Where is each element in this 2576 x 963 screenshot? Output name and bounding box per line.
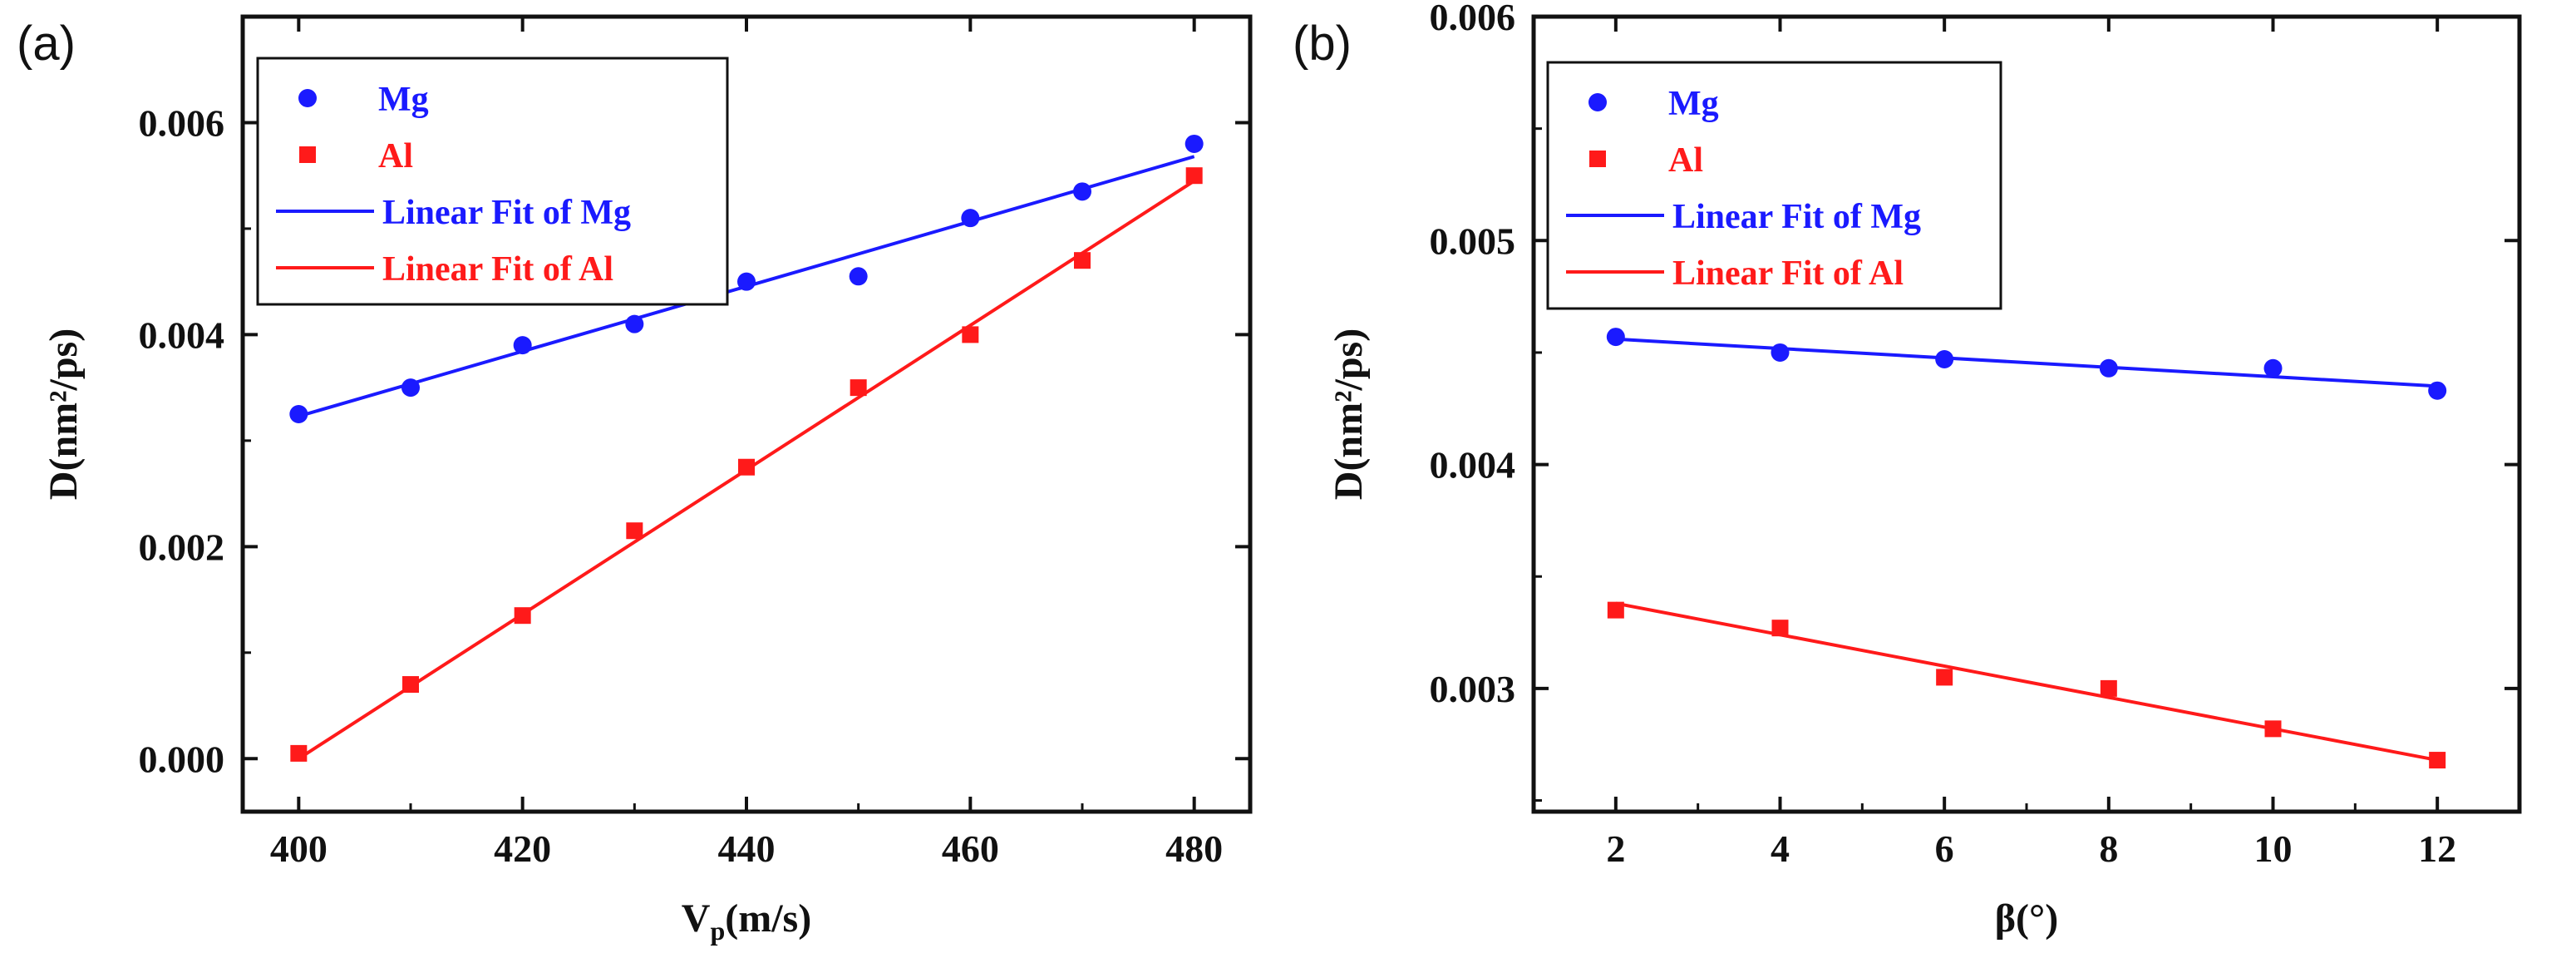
x-tick-label: 420 bbox=[494, 827, 551, 870]
legend-label: Mg bbox=[1668, 85, 1719, 123]
legend-marker bbox=[1589, 151, 1606, 167]
data-point-al bbox=[850, 379, 867, 397]
legend-label: Linear Fit of Mg bbox=[382, 194, 631, 232]
data-point-mg bbox=[849, 267, 868, 286]
data-point-mg bbox=[1935, 350, 1954, 369]
data-point-al bbox=[2429, 752, 2446, 769]
legend-box bbox=[1546, 61, 2002, 310]
y-tick-label: 0.006 bbox=[139, 101, 225, 144]
fit-line-linear-fit-of-al bbox=[1615, 601, 2438, 763]
x-tick-label: 460 bbox=[942, 827, 999, 870]
x-tick-label: 2 bbox=[1606, 827, 1625, 870]
x-tick-label: 10 bbox=[2254, 827, 2293, 870]
data-point-al bbox=[1074, 252, 1091, 269]
x-tick-label: 6 bbox=[1935, 827, 1954, 870]
data-point-mg bbox=[2428, 381, 2447, 400]
y-tick-label: 0.000 bbox=[139, 738, 225, 780]
legend-marker bbox=[298, 89, 317, 107]
x-axis-title: β(°) bbox=[1995, 896, 2058, 941]
legend-label: Al bbox=[378, 137, 413, 175]
y-tick-label: 0.003 bbox=[1430, 668, 1516, 710]
x-tick-label: 4 bbox=[1771, 827, 1790, 870]
data-point-al bbox=[2100, 679, 2117, 697]
data-point-al bbox=[626, 522, 643, 540]
data-point-al bbox=[1771, 620, 1789, 637]
data-point-mg bbox=[737, 272, 756, 291]
y-axis-title: D(nm²/ps) bbox=[42, 328, 86, 500]
x-tick-label: 8 bbox=[2099, 827, 2118, 870]
legend-label: Mg bbox=[378, 81, 429, 119]
data-point-mg bbox=[2263, 358, 2283, 378]
x-tick-label: 440 bbox=[718, 827, 776, 870]
legend-label: Linear Fit of Mg bbox=[1672, 198, 1921, 236]
y-tick-label: 0.004 bbox=[1430, 444, 1516, 486]
data-point-mg bbox=[1185, 134, 1204, 153]
y-axis-title: D(nm²/ps) bbox=[1327, 328, 1371, 500]
fit-line-linear-fit-of-mg bbox=[1615, 337, 2438, 388]
panel-label: (a) bbox=[17, 17, 76, 71]
data-point-al bbox=[290, 744, 308, 762]
data-point-al bbox=[1607, 601, 1624, 619]
data-point-al bbox=[738, 458, 755, 476]
legend-box bbox=[256, 57, 729, 306]
legend-marker bbox=[1588, 93, 1607, 111]
data-point-mg bbox=[2099, 358, 2118, 378]
data-point-mg bbox=[289, 405, 308, 423]
data-point-al bbox=[1936, 669, 1953, 686]
y-tick-label: 0.006 bbox=[1430, 0, 1516, 38]
y-tick-label: 0.005 bbox=[1430, 220, 1516, 262]
x-tick-label: 480 bbox=[1165, 827, 1223, 870]
legend-label: Linear Fit of Al bbox=[382, 250, 613, 289]
x-tick-label: 12 bbox=[2418, 827, 2456, 870]
data-point-al bbox=[962, 326, 979, 343]
data-point-al bbox=[1185, 167, 1203, 185]
data-point-mg bbox=[401, 378, 420, 398]
data-point-mg bbox=[1606, 328, 1625, 347]
legend-label: Al bbox=[1668, 141, 1703, 180]
data-point-al bbox=[2264, 720, 2282, 738]
panel-label: (b) bbox=[1293, 17, 1352, 71]
data-point-mg bbox=[961, 209, 980, 228]
x-tick-label: 400 bbox=[270, 827, 328, 870]
data-point-mg bbox=[1771, 343, 1790, 362]
panel-a: (a) 400 420 440 460 4800.0000.0020.0040.006 … bbox=[17, 14, 1253, 946]
y-tick-label: 0.004 bbox=[139, 314, 225, 356]
data-point-mg bbox=[1073, 182, 1091, 201]
data-point-al bbox=[402, 676, 419, 694]
y-tick-label: 0.002 bbox=[139, 526, 225, 568]
legend-marker bbox=[299, 146, 316, 163]
legend-label: Linear Fit of Al bbox=[1672, 254, 1904, 293]
x-axis-title: Vp(m/s) bbox=[682, 896, 811, 946]
data-point-al bbox=[514, 607, 531, 625]
panel-b: (b) 2 4 6 8 10 12 0.003 0.004 0.005 0.006 Mg Al Lin… bbox=[1293, 0, 2522, 941]
data-point-mg bbox=[625, 314, 644, 333]
data-point-mg bbox=[513, 336, 532, 355]
